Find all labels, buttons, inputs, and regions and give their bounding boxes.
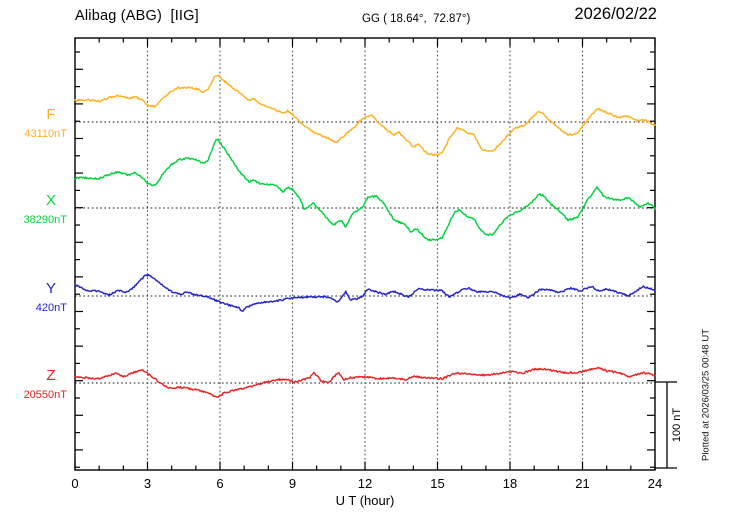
geo-coordinates: GG ( 18.64°, 72.87°): [362, 13, 471, 25]
component-letter-Z: Z: [46, 367, 56, 384]
hour-label-6: 6: [216, 476, 224, 491]
station-title: Alibag (ABG) [IIG]: [75, 8, 199, 24]
trace-Z: [74, 366, 656, 398]
hour-label-21: 21: [575, 476, 590, 491]
component-base-value-Z: 20550nT: [23, 389, 67, 401]
hour-label-9: 9: [288, 476, 297, 491]
observation-date: 2026/02/22: [574, 5, 657, 23]
component-letter-Y: Y: [45, 280, 56, 297]
hour-label-24: 24: [647, 476, 663, 491]
component-base-value-F: 43110nT: [24, 128, 67, 140]
plotted-timestamp: Plotted at 2026/03/25 00:48 UT: [700, 328, 712, 462]
component-letter-X: X: [45, 192, 56, 209]
hour-label-18: 18: [502, 476, 518, 491]
component-letter-F: F: [46, 106, 56, 123]
hour-label-15: 15: [430, 476, 445, 491]
x-axis-title: U T (hour): [335, 493, 395, 508]
trace-F: [74, 74, 656, 157]
trace-X: [74, 138, 656, 242]
scale-bar-label: 100 nT: [671, 407, 683, 443]
hour-label-3: 3: [143, 476, 152, 491]
trace-Y: [74, 273, 656, 312]
hour-label-12: 12: [357, 476, 373, 491]
hour-label-0: 0: [71, 476, 79, 491]
plot-frame: [74, 37, 656, 471]
component-base-value-X: 38290nT: [23, 214, 67, 226]
component-base-value-Y: 420nT: [35, 302, 67, 314]
